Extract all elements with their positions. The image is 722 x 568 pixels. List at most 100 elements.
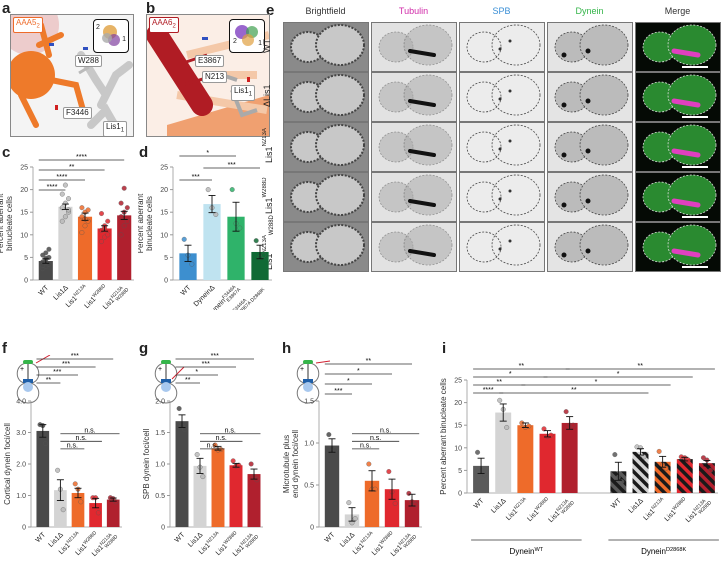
data-point — [60, 507, 66, 513]
cell-schematic-cortical-icon: + — [16, 355, 51, 404]
cell-outline-render — [378, 74, 453, 116]
data-point — [406, 490, 412, 496]
bar — [632, 451, 649, 493]
data-point — [79, 205, 85, 211]
lis1-tag-text: Lis1 — [106, 122, 121, 131]
bar — [179, 253, 197, 280]
cell-outline-render — [466, 224, 541, 266]
data-point — [261, 252, 267, 258]
micrograph-merge — [635, 172, 721, 222]
cell-outline-render — [290, 24, 365, 66]
micrograph-dynein — [547, 72, 633, 122]
data-point — [98, 239, 104, 245]
lis1-tag-sub: 1 — [120, 127, 125, 134]
ns-label: n.s. — [76, 435, 87, 442]
x-tick-label: DyneinΔ — [193, 284, 217, 308]
y-axis-label: Microtubule plus — [282, 435, 291, 493]
data-point — [707, 467, 713, 473]
data-point — [124, 205, 130, 211]
data-point — [200, 474, 206, 480]
bar-chart-h: 0 0.5 1.0 1.5 Microtubule plus end dynein foc… — [282, 358, 422, 558]
x-tick-label: Lis1Δ — [628, 497, 646, 515]
significance-label: *** — [211, 353, 219, 360]
y-axis-label: end dynein foci/cell — [291, 430, 300, 498]
micrograph-tubulin — [371, 22, 457, 72]
domain-tag-sub: 2 — [172, 23, 176, 30]
cell-outline-render — [378, 24, 453, 66]
data-point — [59, 218, 65, 224]
y-tick-label: 3.0 — [16, 430, 26, 437]
data-point — [412, 501, 418, 507]
bar — [404, 500, 420, 527]
data-point — [105, 232, 111, 238]
y-axis-label: Percent aberrant — [0, 193, 5, 253]
micrograph-brightfield — [283, 122, 369, 172]
data-point — [213, 211, 219, 217]
panel-label-e: e — [266, 2, 275, 19]
y-tick-label: 0 — [22, 525, 26, 532]
bar — [89, 503, 102, 527]
x-tick-label: Lis1Δ — [52, 284, 70, 302]
micrograph-dynein — [547, 172, 633, 222]
panel-label-i: i — [442, 340, 447, 357]
bar — [610, 471, 627, 493]
micrograph-tubulin — [371, 122, 457, 172]
significance-label: * — [617, 371, 620, 378]
data-point — [98, 211, 104, 217]
ns-label: n.s. — [360, 442, 371, 449]
cell-outline-render — [378, 174, 453, 216]
y-tick-label: 15 — [454, 423, 462, 430]
micrograph-brightfield — [283, 22, 369, 72]
micrograph-dynein — [547, 22, 633, 72]
bar-chart-f: 0 1.0 2.0 3.0 4.0 Cortical dynein foci/cell WT… — [3, 353, 122, 558]
svg-text:+: + — [300, 366, 304, 373]
data-point — [105, 218, 111, 224]
domain-tag-b: AAA62 — [149, 17, 179, 33]
data-point — [663, 465, 669, 471]
data-point — [124, 218, 130, 224]
panel-label-a: a — [2, 0, 11, 17]
cell-outline-render — [466, 124, 541, 166]
micrograph-spb — [459, 72, 545, 122]
y-tick-label: 0 — [161, 525, 165, 532]
data-point — [230, 458, 236, 464]
significance-label: ** — [366, 358, 372, 365]
panel-label-b: b — [146, 0, 156, 17]
data-point — [46, 261, 52, 267]
data-point — [205, 187, 211, 193]
data-point — [504, 424, 510, 430]
x-tick-label: WT — [473, 497, 486, 510]
cell-outline-render — [554, 224, 629, 266]
lis1-tag-sub: 1 — [248, 91, 253, 98]
bar — [324, 445, 340, 527]
cell-schematic-plus-end-icon: + — [296, 360, 331, 404]
data-point — [326, 432, 332, 438]
y-tick-label: 20 — [454, 400, 462, 407]
domain-tag-a: AAA52 — [13, 17, 43, 33]
lis1-tag-text: Lis1 — [234, 86, 249, 95]
domain-tag-text: AAA5 — [16, 18, 37, 27]
svg-text:+: + — [158, 366, 162, 373]
significance-label: ** — [638, 363, 644, 370]
data-point — [46, 246, 52, 252]
micrograph-spb — [459, 222, 545, 272]
row-label: ΔLis1 — [262, 84, 272, 108]
significance-label: ** — [497, 379, 503, 386]
significance-label: *** — [192, 174, 200, 181]
panel-label-g: g — [139, 340, 149, 357]
cell-outline-render — [466, 24, 541, 66]
residue-tag-n213: N213 — [202, 71, 228, 83]
micrograph-brightfield — [283, 72, 369, 122]
y-tick-label: 10 — [160, 232, 168, 239]
bar — [561, 422, 578, 493]
data-point — [189, 261, 195, 267]
data-point — [40, 263, 46, 269]
significance-label: ** — [185, 377, 191, 384]
y-tick-label: 25 — [20, 165, 28, 172]
data-point — [85, 207, 91, 213]
data-point — [62, 182, 68, 188]
cell-outline-render — [554, 124, 629, 166]
significance-label: * — [595, 379, 598, 386]
cell-outline-render — [642, 74, 717, 118]
y-tick-label: 1.0 — [16, 493, 26, 500]
